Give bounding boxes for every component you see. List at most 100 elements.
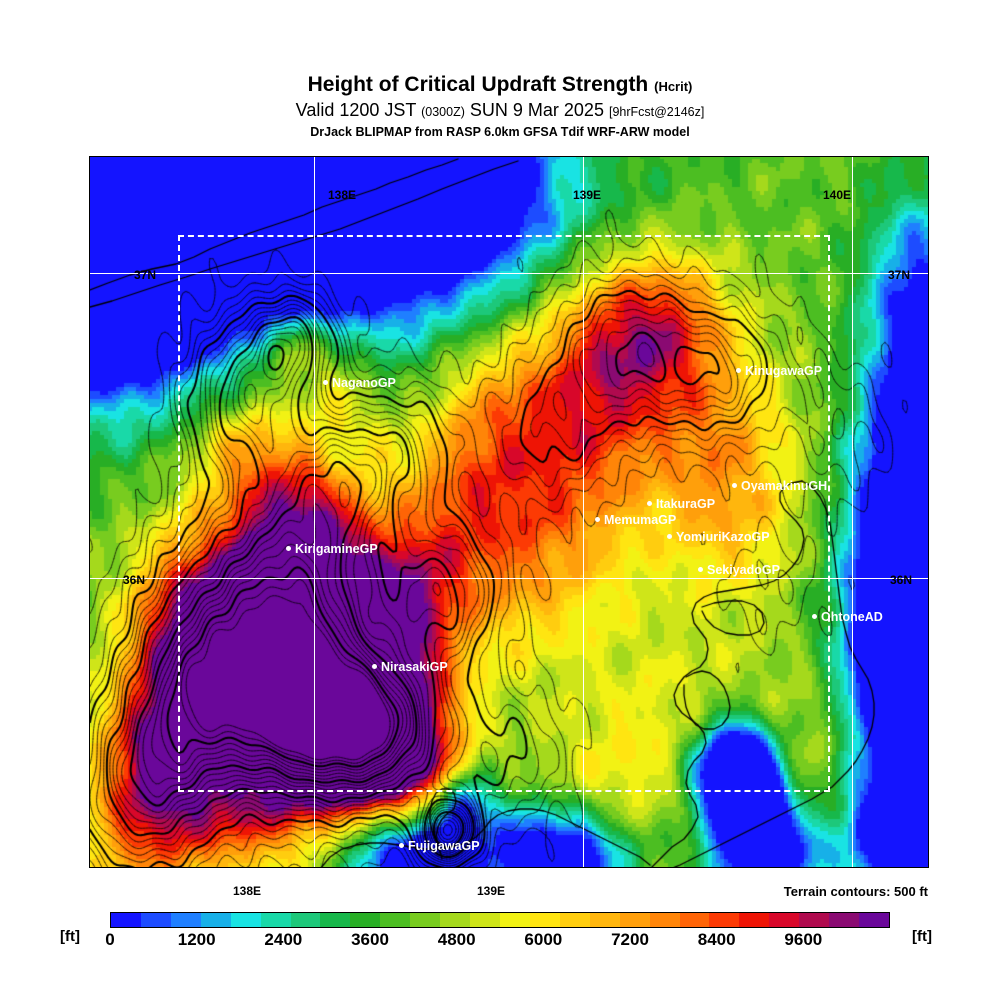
graticule-lon-138e bbox=[314, 157, 315, 867]
colorbar-segment bbox=[559, 913, 590, 927]
station-marker-icon bbox=[732, 483, 737, 489]
station-label[interactable]: OhtoneAD bbox=[812, 611, 883, 623]
colorbar-tick-label: 9600 bbox=[784, 930, 823, 949]
colorbar-segment bbox=[380, 913, 411, 927]
colorbar-segment bbox=[320, 913, 351, 927]
station-label[interactable]: FujigawaGP bbox=[399, 840, 480, 852]
station-marker-icon bbox=[372, 664, 377, 670]
colorbar-segment bbox=[589, 913, 620, 927]
lat-label-left-37n: 37N bbox=[134, 268, 157, 282]
colorbar-segment bbox=[859, 913, 889, 927]
colorbar-segment bbox=[499, 913, 530, 927]
lon-label-bottom-139e: 139E bbox=[477, 884, 506, 898]
model-source-line: DrJack BLIPMAP from RASP 6.0km GFSA Tdif… bbox=[310, 125, 690, 139]
station-label[interactable]: KirigamineGP bbox=[286, 543, 378, 555]
station-name-text: KinugawaGP bbox=[745, 364, 823, 378]
station-name-text: OyamakinuGH bbox=[741, 479, 828, 493]
colorbar-segment bbox=[739, 913, 770, 927]
lon-label-bottom-138e: 138E bbox=[233, 884, 262, 898]
station-label[interactable]: MemumaGP bbox=[595, 514, 676, 526]
graticule-lon-140e bbox=[852, 157, 853, 867]
valid-date-text: SUN 9 Mar 2025 bbox=[469, 100, 604, 120]
station-marker-icon bbox=[323, 380, 328, 386]
station-label[interactable]: KinugawaGP bbox=[736, 365, 822, 377]
colorbar-segment bbox=[290, 913, 321, 927]
title-block: Height of Critical Updraft Strength (Hcr… bbox=[0, 72, 1000, 141]
colorbar-tick-label: 3600 bbox=[351, 930, 389, 949]
station-name-text: KirigamineGP bbox=[295, 542, 378, 556]
colorbar-tick-label: 4800 bbox=[437, 930, 476, 949]
forecast-domain-box bbox=[178, 235, 830, 792]
station-marker-icon bbox=[698, 567, 703, 573]
colorbar-segment bbox=[619, 913, 650, 927]
valid-utc-text: (0300Z) bbox=[421, 105, 465, 119]
station-marker-icon bbox=[647, 501, 652, 507]
station-name-text: MemumaGP bbox=[604, 513, 677, 527]
colorbar-segment bbox=[679, 913, 710, 927]
station-name-text: SekiyadoGP bbox=[707, 563, 780, 577]
title-main-text: Height of Critical Updraft Strength bbox=[307, 73, 649, 96]
station-label[interactable]: ItakuraGP bbox=[647, 498, 715, 510]
colorbar-unit-right: [ft] bbox=[912, 928, 932, 945]
station-label[interactable]: YomiuriKazoGP bbox=[667, 531, 770, 543]
colorbar-segment bbox=[260, 913, 291, 927]
station-label[interactable]: SekiyadoGP bbox=[698, 564, 780, 576]
colorbar-segment bbox=[799, 913, 830, 927]
station-label[interactable]: NaganoGP bbox=[323, 377, 396, 389]
lat-label-left-36n: 36N bbox=[123, 573, 146, 587]
station-name-text: ItakuraGP bbox=[656, 497, 716, 511]
valid-time-line: Valid 1200 JST (0300Z) SUN 9 Mar 2025 [9… bbox=[0, 99, 1000, 124]
graticule-lat-36n bbox=[90, 578, 928, 579]
forecast-tag-text: [9hrFcst@2146z] bbox=[608, 105, 705, 119]
colorbar-gradient bbox=[110, 912, 890, 928]
colorbar-segment bbox=[769, 913, 800, 927]
lat-label-right-36n: 36N bbox=[890, 573, 913, 587]
lon-label-top-139e: 139E bbox=[573, 188, 602, 202]
graticule-lon-139e bbox=[583, 157, 584, 867]
lat-label-right-37n: 37N bbox=[888, 268, 911, 282]
colorbar-tick-label: 7200 bbox=[611, 930, 649, 949]
station-marker-icon bbox=[399, 843, 404, 849]
station-marker-icon bbox=[812, 614, 817, 620]
colorbar-segment bbox=[649, 913, 680, 927]
station-name-text: NirasakiGP bbox=[381, 660, 448, 674]
colorbar-tick-label: 2400 bbox=[264, 930, 303, 949]
colorbar-unit-left: [ft] bbox=[60, 928, 80, 945]
station-name-text: NaganoGP bbox=[332, 376, 396, 390]
station-marker-icon bbox=[595, 517, 600, 523]
colorbar: [ft] [ft] 0 1200 2400 3600 4800 6000 7200 8400 9… bbox=[0, 908, 1000, 968]
colorbar-segment bbox=[529, 913, 560, 927]
colorbar-segment bbox=[350, 913, 381, 927]
station-marker-icon bbox=[286, 546, 291, 552]
station-marker-icon bbox=[736, 368, 741, 374]
hcrit-field-canvas bbox=[90, 157, 928, 867]
terrain-contour-note: Terrain contours: 500 ft bbox=[783, 884, 928, 899]
colorbar-tick-label: 8400 bbox=[697, 930, 736, 949]
colorbar-tick-label: 1200 bbox=[177, 930, 216, 949]
colorbar-segment bbox=[200, 913, 231, 927]
colorbar-segment bbox=[440, 913, 471, 927]
station-name-text: OhtoneAD bbox=[821, 610, 883, 624]
title-param-text: (Hcrit) bbox=[654, 79, 693, 94]
colorbar-segment bbox=[410, 913, 441, 927]
colorbar-segment bbox=[140, 913, 171, 927]
lon-label-top-138e: 138E bbox=[328, 188, 357, 202]
station-name-text: YomiuriKazoGP bbox=[676, 530, 770, 544]
graticule-lat-37n bbox=[90, 273, 928, 274]
station-label[interactable]: OyamakinuGH bbox=[732, 480, 827, 492]
colorbar-tick-label: 0 bbox=[105, 930, 115, 949]
colorbar-segment bbox=[170, 913, 201, 927]
forecast-map[interactable]: 138E 139E 140E 37N 36N 37N 36N NaganoGP K… bbox=[89, 156, 929, 868]
colorbar-segment bbox=[709, 913, 740, 927]
station-marker-icon bbox=[667, 534, 672, 540]
colorbar-segment bbox=[470, 913, 500, 927]
station-label[interactable]: NirasakiGP bbox=[372, 661, 448, 673]
valid-prefix-text: Valid 1200 JST bbox=[295, 100, 417, 120]
colorbar-tick-label: 6000 bbox=[524, 930, 563, 949]
colorbar-segment bbox=[829, 913, 860, 927]
lon-label-top-140e: 140E bbox=[823, 188, 852, 202]
page-title: Height of Critical Updraft Strength (Hcr… bbox=[0, 72, 1000, 99]
colorbar-segment bbox=[111, 913, 141, 927]
station-name-text: FujigawaGP bbox=[408, 839, 480, 853]
